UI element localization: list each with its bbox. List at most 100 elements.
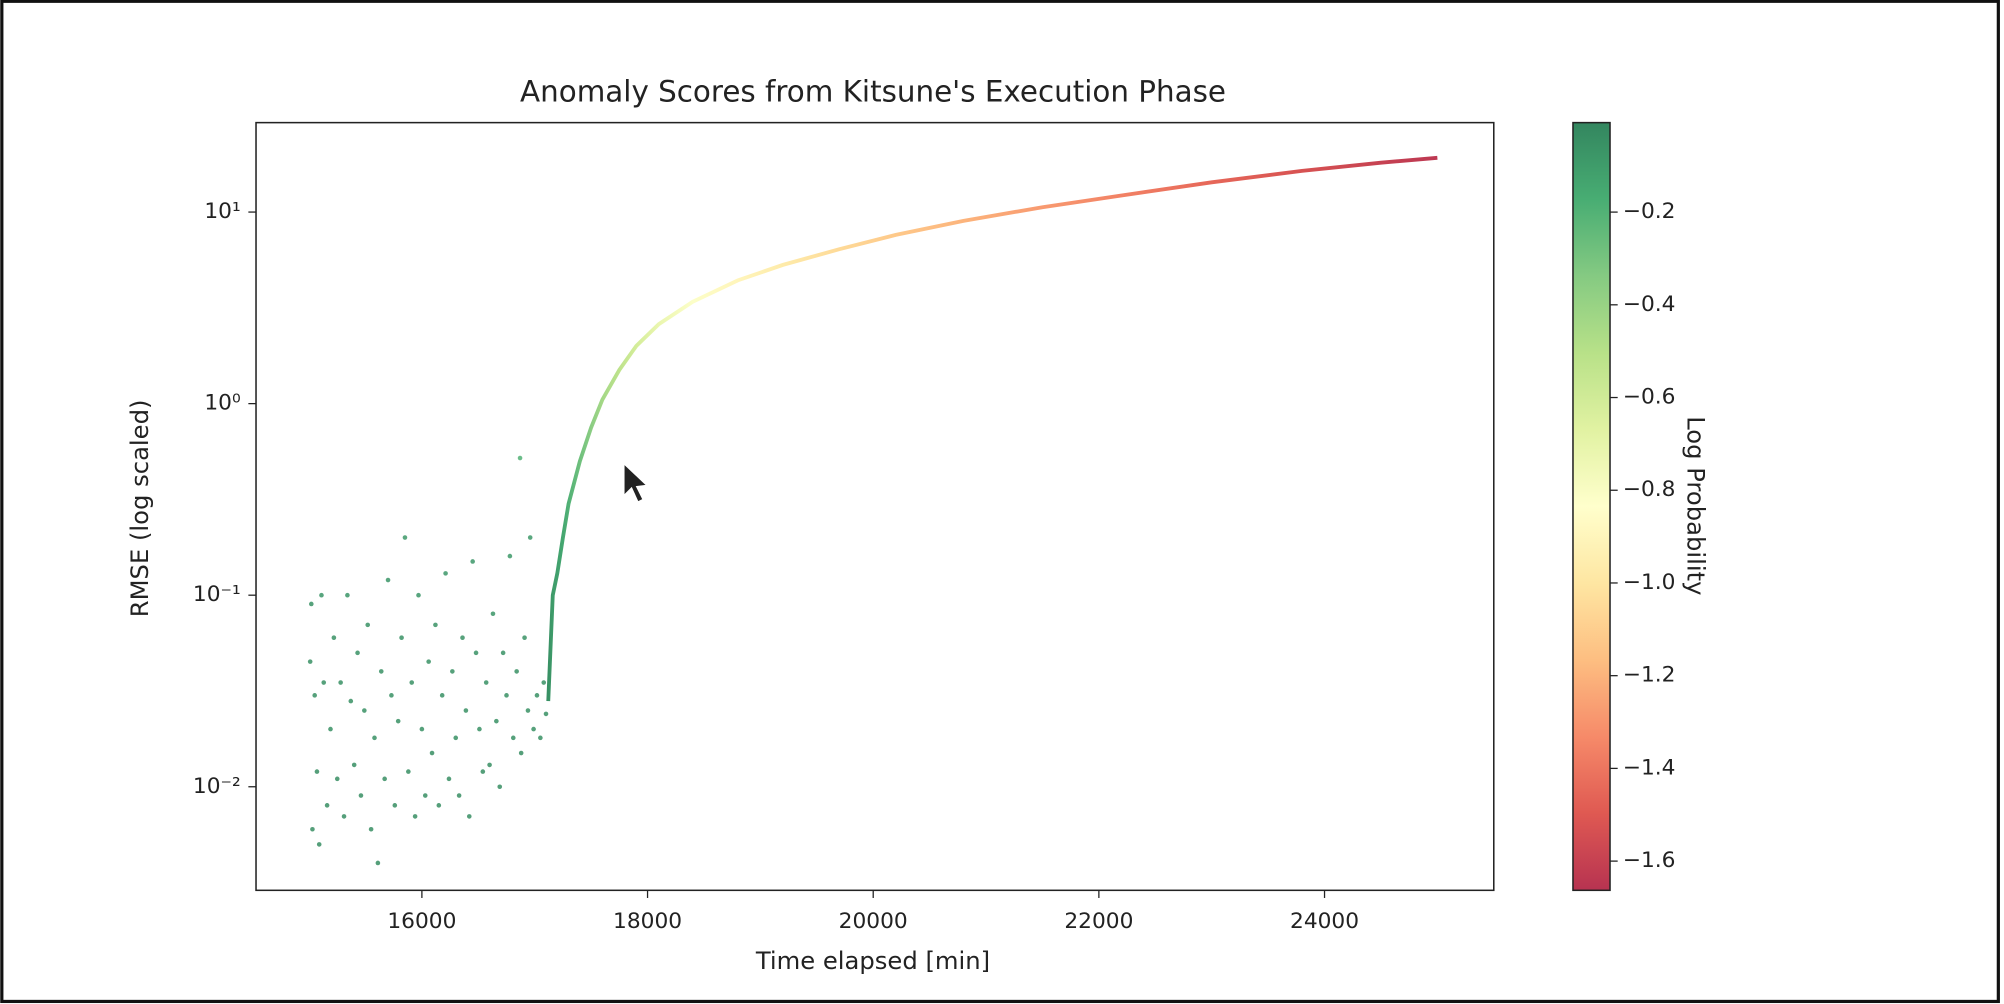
data-point: [382, 776, 387, 782]
data-point: [494, 718, 499, 724]
data-point: [312, 693, 317, 698]
data-point: [355, 650, 360, 656]
data-point: [378, 669, 384, 674]
data-point: [385, 577, 391, 583]
data-point: [460, 635, 465, 640]
data-point: [316, 842, 322, 847]
data-point: [389, 693, 394, 698]
colorbar-tick-label: −0.8: [1623, 477, 1676, 502]
data-point: [453, 735, 459, 741]
data-point: [345, 592, 350, 598]
axes-frame: [255, 121, 1495, 892]
data-point: [543, 711, 549, 717]
data-point: [477, 726, 482, 732]
x-tick-label: 22000: [1064, 909, 1133, 934]
x-tick-label: 20000: [839, 909, 908, 934]
data-point: [480, 769, 486, 774]
data-point: [375, 860, 381, 866]
plot-area: [307, 155, 1438, 866]
mouse-cursor: [623, 462, 649, 503]
data-point: [463, 708, 469, 713]
data-point: [309, 601, 314, 607]
data-point: [338, 680, 343, 685]
data-point: [319, 592, 324, 598]
colorbar: [1572, 121, 1611, 892]
data-point: [490, 611, 496, 617]
data-point: [351, 762, 357, 768]
data-point: [541, 680, 547, 685]
data-point: [392, 803, 398, 808]
colorbar-label: Log Probability: [1681, 416, 1710, 595]
data-point: [466, 814, 472, 819]
data-point: [331, 635, 337, 640]
colorbar-tick-label: −0.2: [1623, 199, 1676, 224]
data-point: [426, 659, 431, 664]
data-point: [422, 793, 428, 798]
data-point: [416, 592, 421, 598]
data-point: [402, 535, 408, 540]
data-point: [507, 553, 513, 559]
data-point: [362, 708, 367, 713]
colorbar-tick-label: −1.6: [1623, 848, 1676, 873]
data-point: [412, 814, 418, 819]
data-point: [395, 718, 401, 724]
data-point: [307, 659, 313, 664]
data-point: [409, 680, 415, 685]
data-point: [368, 826, 374, 832]
data-point: [433, 622, 438, 628]
data-point: [419, 726, 425, 732]
chart-title: Anomaly Scores from Kitsune's Execution …: [520, 75, 1226, 109]
colorbar-tick-label: −1.4: [1623, 755, 1676, 780]
data-point: [456, 793, 462, 798]
data-point: [439, 693, 445, 698]
data-point: [522, 635, 527, 640]
data-point: [358, 793, 364, 798]
data-point: [399, 635, 404, 640]
data-point: [470, 559, 475, 564]
data-point: [500, 650, 506, 656]
y-axis-label: RMSE (log scaled): [125, 400, 154, 618]
data-point: [406, 769, 411, 774]
data-point: [314, 769, 320, 774]
data-point: [450, 669, 455, 674]
data-point: [328, 726, 333, 732]
data-point: [341, 814, 347, 819]
y-tick-label: 10⁰: [204, 391, 240, 416]
data-point: [365, 622, 371, 628]
y-tick-label: 10⁻¹: [193, 582, 241, 607]
y-tick-label: 10¹: [204, 199, 240, 224]
data-point: [534, 693, 540, 698]
x-tick-label: 16000: [387, 909, 456, 934]
data-point: [514, 669, 519, 674]
data-point: [436, 803, 442, 808]
data-point: [487, 762, 492, 768]
y-tick-label: 10⁻²: [193, 774, 241, 799]
data-point: [483, 680, 489, 685]
data-point: [429, 750, 435, 756]
colorbar-tick-label: −0.4: [1623, 292, 1676, 317]
data-point: [334, 776, 340, 782]
data-point: [525, 708, 531, 713]
data-point: [372, 735, 377, 741]
data-point: [518, 750, 524, 756]
x-tick-label: 24000: [1290, 909, 1359, 934]
data-point: [324, 803, 330, 808]
colorbar-tick-label: −0.6: [1623, 385, 1676, 410]
data-point: [348, 698, 354, 704]
data-point: [321, 680, 327, 685]
data-point: [443, 571, 448, 576]
data-point: [510, 735, 516, 741]
x-tick-label: 18000: [613, 909, 682, 934]
data-point: [538, 735, 543, 741]
data-point: [497, 784, 503, 790]
data-point: [527, 535, 533, 540]
data-point: [310, 826, 315, 832]
data-point: [531, 726, 536, 732]
x-axis-label: Time elapsed [min]: [755, 946, 990, 975]
data-point: [517, 455, 523, 461]
score-curve: [546, 155, 1438, 702]
